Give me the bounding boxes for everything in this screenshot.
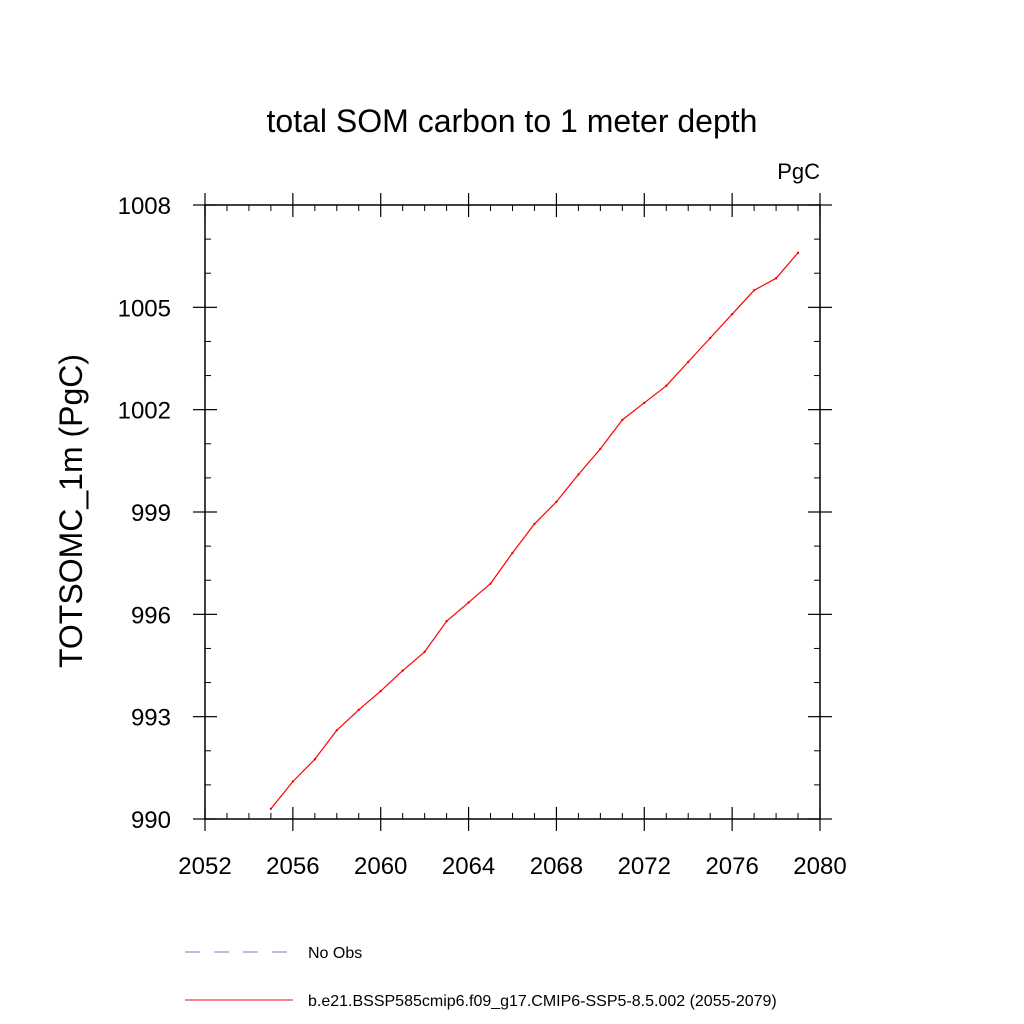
data-point	[291, 780, 295, 783]
y-tick-label: 1008	[118, 193, 171, 220]
data-point	[730, 312, 734, 316]
legend: No Obs b.e21.BSSP585cmip6.f09_g17.CMIP6-S…	[185, 945, 777, 1010]
series-line	[270, 252, 799, 810]
data-point	[774, 277, 778, 280]
data-point	[599, 447, 602, 451]
units-label: PgC	[777, 159, 820, 184]
y-tick-label: 1002	[118, 398, 171, 425]
data-point	[335, 729, 338, 732]
data-point	[796, 251, 800, 254]
x-tick-label: 2060	[354, 853, 407, 880]
data-point	[357, 708, 360, 712]
x-tick-label: 2076	[705, 853, 758, 880]
data-point	[533, 522, 536, 526]
x-tick-label: 2064	[442, 853, 495, 880]
plot-frame	[204, 204, 821, 820]
chart-title: total SOM carbon to 1 meter depth	[267, 103, 758, 139]
data-point	[665, 384, 668, 387]
y-tick-label: 999	[131, 500, 171, 527]
data-point	[752, 289, 756, 292]
data-point	[577, 473, 580, 476]
minor-ticks	[205, 205, 820, 819]
y-tick-label: 990	[131, 807, 171, 834]
data-point	[489, 582, 492, 585]
x-tick-label: 2052	[178, 853, 231, 880]
x-tick-labels: 2052 2056 2060 2064 2068 2072 2076 2080	[178, 853, 846, 880]
data-point	[687, 360, 690, 364]
y-tick-label: 1005	[118, 295, 171, 322]
series-layer	[269, 251, 800, 810]
data-point	[379, 689, 382, 693]
x-tick-label: 2072	[618, 853, 671, 880]
x-tick-label: 2056	[266, 853, 319, 880]
x-tick-label: 2068	[530, 853, 583, 880]
data-point	[643, 401, 646, 405]
data-point	[467, 601, 470, 604]
data-point	[401, 669, 404, 672]
legend-label: No Obs	[308, 945, 362, 962]
data-point	[269, 807, 273, 810]
data-point	[445, 619, 448, 623]
data-point	[708, 336, 712, 340]
data-point	[621, 418, 624, 422]
data-point	[555, 500, 558, 503]
legend-label: b.e21.BSSP585cmip6.f09_g17.CMIP6-SSP5-8.…	[308, 993, 777, 1010]
y-tick-label: 996	[131, 602, 171, 629]
data-point	[511, 551, 514, 555]
y-tick-label: 993	[131, 705, 171, 732]
y-tick-labels: 990 993 996 999 1002 1005 1008	[118, 193, 171, 834]
x-tick-label: 2080	[793, 853, 846, 880]
data-point	[423, 650, 426, 654]
y-axis-title: TOTSOMC_1m (PgC)	[53, 354, 89, 668]
data-point	[313, 758, 317, 761]
major-ticks	[193, 193, 832, 831]
